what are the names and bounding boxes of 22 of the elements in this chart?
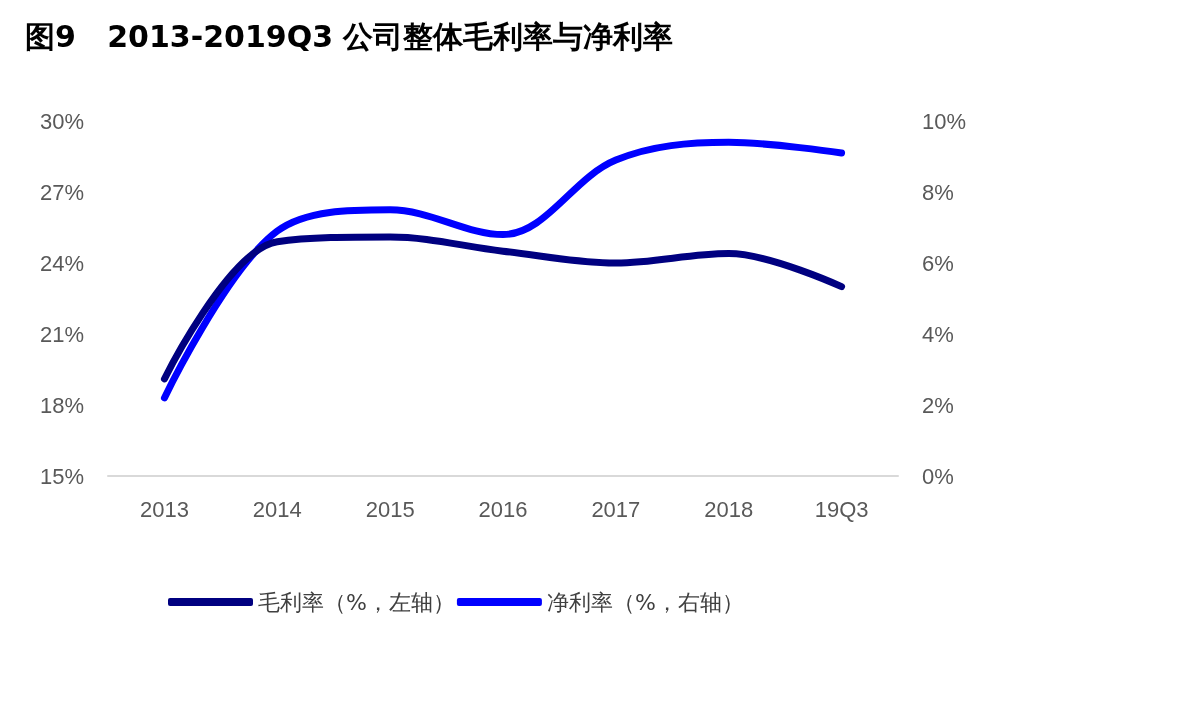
x-tick-label: 2015 xyxy=(365,496,415,522)
y-tick-label: 24% xyxy=(39,250,84,276)
y-tick-label: 21% xyxy=(39,321,84,347)
x-tick-label: 2016 xyxy=(478,496,528,522)
y-tick-label: 27% xyxy=(39,179,84,205)
y-tick-label: 15% xyxy=(39,463,84,489)
y2-tick-label: 8% xyxy=(922,179,954,205)
y2-tick-label: 2% xyxy=(922,392,954,418)
y-tick-label: 18% xyxy=(39,392,84,418)
x-tick-label: 2017 xyxy=(591,496,641,522)
x-tick-label: 2018 xyxy=(704,496,754,522)
y-tick-label: 30% xyxy=(39,108,84,134)
y2-tick-label: 6% xyxy=(922,250,954,276)
legend-label: 毛利率（%，左轴） xyxy=(258,589,455,615)
y2-tick-label: 10% xyxy=(922,108,967,134)
y2-tick-label: 4% xyxy=(922,321,954,347)
x-tick-label: 19Q3 xyxy=(814,496,869,522)
legend-label: 净利率（%，右轴） xyxy=(546,589,744,615)
chart-title: 图9 2013-2019Q3 公司整体毛利率与净利率 xyxy=(25,18,674,54)
y2-tick-label: 0% xyxy=(922,463,954,489)
x-tick-label: 2014 xyxy=(252,496,302,522)
x-tick-label: 2013 xyxy=(139,496,189,522)
